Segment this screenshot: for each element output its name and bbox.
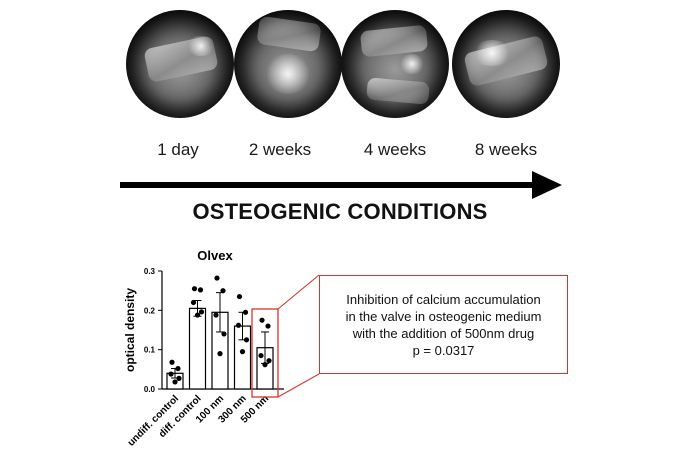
valve-photo-4-weeks xyxy=(341,10,449,118)
annotation-text: Inhibition of calcium accumulation in th… xyxy=(346,291,542,359)
data-point xyxy=(235,322,242,328)
y-tick-label: 0.3 xyxy=(144,267,156,276)
y-axis-label: optical density xyxy=(123,288,137,372)
annotation-line-4: p = 0.0317 xyxy=(412,342,475,358)
annotation-box: Inhibition of calcium accumulation in th… xyxy=(319,275,568,374)
connector-line-top xyxy=(277,274,320,310)
annotation-line-3: with the addition of 500nm drug xyxy=(352,325,535,341)
data-point xyxy=(239,349,246,355)
data-point xyxy=(175,365,181,372)
data-point xyxy=(176,375,182,381)
data-point xyxy=(198,309,205,315)
data-point xyxy=(217,351,223,357)
time-label-2-weeks: 2 weeks xyxy=(248,140,312,159)
data-point xyxy=(258,352,264,359)
valve-photo-1-day xyxy=(126,10,234,118)
annotation-line-2: in the valve in osteogenic medium xyxy=(345,308,542,324)
y-tick-label: 0.2 xyxy=(144,306,156,315)
data-point xyxy=(242,309,249,315)
data-point xyxy=(221,331,227,337)
annotation-line-1: Inhibition of calcium accumulation xyxy=(346,291,541,307)
data-point xyxy=(213,312,219,318)
timeline-arrow-head xyxy=(532,171,562,199)
data-point xyxy=(169,359,175,365)
data-point xyxy=(220,288,226,294)
data-point xyxy=(190,299,197,306)
valve-photo-2-weeks xyxy=(234,10,342,118)
data-point xyxy=(243,337,250,343)
data-point xyxy=(262,362,268,368)
timeline-arrow-shaft xyxy=(120,182,538,188)
data-point xyxy=(259,317,265,323)
data-point xyxy=(266,358,272,364)
chart-title: Olvex xyxy=(197,248,233,263)
connector-line-bottom xyxy=(277,373,320,398)
y-tick-label: 0.0 xyxy=(144,385,156,394)
data-point xyxy=(214,275,220,281)
time-label-8-weeks: 8 weeks xyxy=(474,140,538,159)
data-point xyxy=(265,323,271,329)
data-point xyxy=(194,312,201,318)
data-point xyxy=(236,293,243,300)
valve-photo-8-weeks xyxy=(452,10,560,118)
time-label-4-weeks: 4 weeks xyxy=(363,140,427,159)
data-point xyxy=(172,379,178,385)
data-point xyxy=(197,287,204,293)
time-label-1-day: 1 day xyxy=(157,140,199,159)
data-point xyxy=(168,371,174,377)
y-tick-label: 0.1 xyxy=(144,346,156,355)
highlight-box xyxy=(251,308,279,398)
data-point xyxy=(191,286,198,292)
page-heading: OSTEOGENIC CONDITIONS xyxy=(192,199,488,224)
bar xyxy=(188,307,207,390)
